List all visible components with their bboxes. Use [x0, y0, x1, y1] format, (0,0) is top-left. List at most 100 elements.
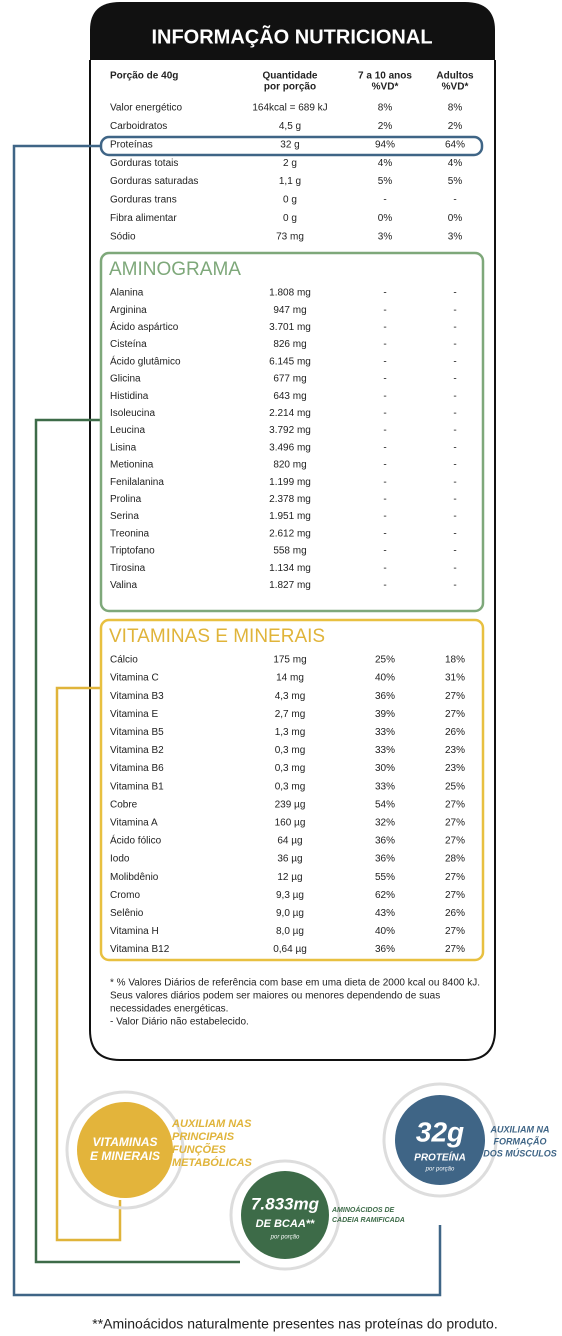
cell: Serina: [110, 511, 139, 522]
cell: 18%: [445, 655, 465, 666]
badge-text: por porção: [270, 1235, 300, 1241]
cell: 26%: [445, 727, 465, 738]
cell: -: [383, 391, 386, 402]
cell: 4,5 g: [279, 121, 301, 132]
cell: 3.792 mg: [269, 425, 311, 436]
cell: 2.612 mg: [269, 528, 311, 539]
cell: 643 mg: [273, 391, 306, 402]
cell: 160 µg: [275, 818, 306, 829]
cell: 64 µg: [277, 836, 302, 847]
cell: -: [383, 356, 386, 367]
cell: 239 µg: [275, 799, 306, 810]
badge-text: FORMAÇÃO: [494, 1136, 547, 1146]
cell: 36%: [375, 854, 395, 865]
cell: -: [453, 546, 456, 557]
cell: 0,64 µg: [273, 944, 307, 955]
bottom-note: **Aminoácidos naturalmente presentes nas…: [92, 1316, 497, 1332]
vitaminas-box: [99, 618, 485, 962]
cell: -: [383, 322, 386, 333]
footnote: - Valor Diário não estabelecido.: [110, 1017, 249, 1028]
cell: 23%: [445, 763, 465, 774]
cell: 23%: [445, 745, 465, 756]
column-header: 7 a 10 anos: [358, 71, 412, 82]
cell: 25%: [445, 781, 465, 792]
cell: -: [453, 580, 456, 591]
column-header: por porção: [264, 82, 316, 93]
cell: 27%: [445, 872, 465, 883]
cell: Fibra alimentar: [110, 213, 177, 224]
cell: 64%: [445, 139, 465, 150]
cell: 12 µg: [277, 872, 302, 883]
badge-text: AMINOÁCIDOS DE: [331, 1205, 395, 1214]
badge-text: METABÓLICAS: [172, 1156, 253, 1169]
badge-ring: [65, 1090, 185, 1210]
cell: 2.378 mg: [269, 494, 311, 505]
column-header: %VD*: [372, 82, 399, 93]
badge-text: DE BCAA**: [256, 1218, 315, 1230]
cell: Fenilalanina: [110, 477, 164, 488]
cell: 27%: [445, 890, 465, 901]
cell: 2%: [448, 121, 463, 132]
cell: -: [453, 460, 456, 471]
cell: 40%: [375, 673, 395, 684]
cell: Vitamina B5: [110, 727, 164, 738]
cell: -: [383, 563, 386, 574]
cell: Iodo: [110, 854, 130, 865]
column-header: %VD*: [442, 82, 469, 93]
cell: Carboidratos: [110, 121, 167, 132]
cell: -: [383, 528, 386, 539]
cell: 33%: [375, 745, 395, 756]
cell: 0,3 mg: [275, 763, 306, 774]
cell: Sódio: [110, 231, 136, 242]
cell: -: [453, 356, 456, 367]
cell: -: [453, 195, 456, 206]
badge-value: 32g: [416, 1116, 464, 1147]
cell: Ácido fólico: [110, 834, 162, 847]
column-header: Adultos: [436, 71, 474, 82]
cell: 36 µg: [277, 854, 302, 865]
cell: -: [383, 511, 386, 522]
badge-text: AUXILIAM NA: [490, 1124, 550, 1134]
cell: 31%: [445, 673, 465, 684]
cell: Cisteína: [110, 339, 147, 350]
cell: Gorduras saturadas: [110, 176, 198, 187]
cell: Gorduras trans: [110, 195, 177, 206]
badge-text: DOS MÚSCULOS: [483, 1147, 557, 1158]
cell: -: [453, 391, 456, 402]
aminograma-box: [99, 251, 485, 613]
cell: 9,0 µg: [276, 908, 304, 919]
cell: -: [453, 442, 456, 453]
cell: 36%: [375, 691, 395, 702]
card-border: [89, 60, 496, 1061]
cell: Gorduras totais: [110, 158, 178, 169]
cell: Prolina: [110, 494, 142, 505]
cell: 3%: [448, 231, 463, 242]
badge-ring: [382, 1082, 498, 1198]
section-title: AMINOGRAMA: [109, 259, 241, 280]
cell: -: [453, 425, 456, 436]
cell: 677 mg: [273, 374, 306, 385]
cell: 33%: [375, 781, 395, 792]
cell: 2.214 mg: [269, 408, 311, 419]
badge-value: 7.833mg: [251, 1194, 320, 1213]
cell: Cromo: [110, 890, 140, 901]
title: INFORMAÇÃO NUTRICIONAL: [151, 25, 432, 48]
cell: Valor energético: [110, 103, 183, 114]
cell: 820 mg: [273, 460, 306, 471]
cell: 0 g: [283, 213, 297, 224]
cell: -: [453, 563, 456, 574]
cell: 27%: [445, 836, 465, 847]
cell: 27%: [445, 926, 465, 937]
badge-text: VITAMINAS: [92, 1135, 157, 1149]
cell: 947 mg: [273, 305, 306, 316]
cell: 6.145 mg: [269, 356, 311, 367]
cell: 1.827 mg: [269, 580, 311, 591]
cell: 36%: [375, 944, 395, 955]
cell: 25%: [375, 655, 395, 666]
cell: Ácido aspártico: [110, 320, 179, 333]
footnote: Seus valores diários podem ser maiores o…: [110, 991, 440, 1002]
cell: 3%: [378, 231, 393, 242]
column-header: Quantidade: [262, 71, 317, 82]
cell: 8,0 µg: [276, 926, 304, 937]
cell: -: [453, 339, 456, 350]
